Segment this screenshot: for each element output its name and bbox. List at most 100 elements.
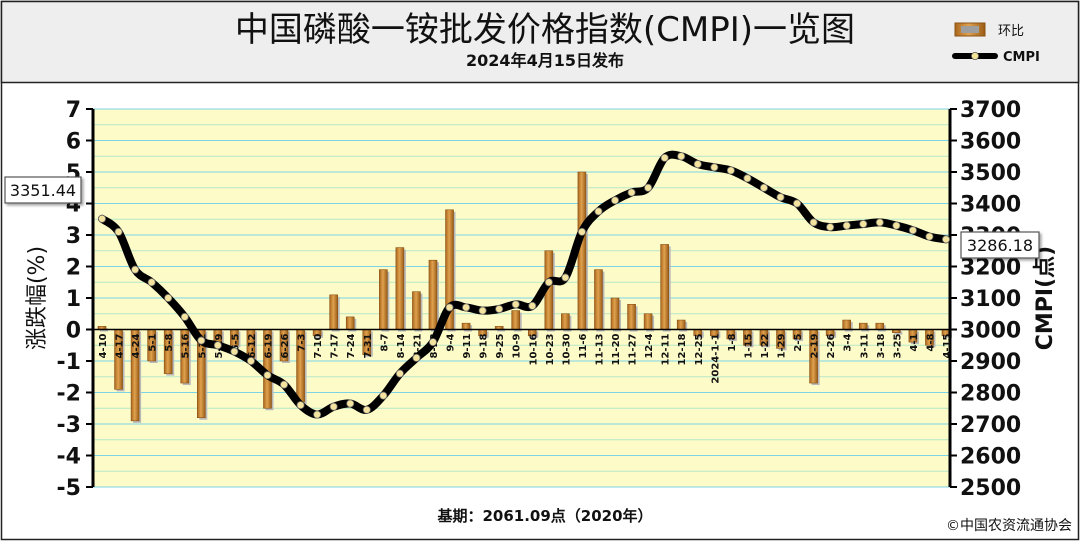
x-tick-label-7-17: 7-17 [330, 333, 341, 358]
cmpi-point-5-16 [180, 312, 189, 321]
cmpi-point-9-25 [495, 305, 504, 314]
x-tick-label-11-27: 11-27 [628, 333, 639, 365]
cmpi-point-5-22 [197, 336, 206, 345]
cmpi-point-2-5 [793, 199, 802, 208]
x-tick-label-5-1: 5-1 [148, 333, 159, 351]
x-tick-label-9-18: 9-18 [479, 333, 490, 358]
bar-3-4 [842, 319, 852, 330]
right-tick-label: 3700 [960, 98, 1021, 123]
cmpi-point-12-4 [644, 183, 653, 192]
cmpi-point-4-17 [114, 227, 123, 236]
bar-12-4 [643, 313, 653, 330]
cmpi-point-2024-1-1 [710, 163, 719, 172]
x-tick-label-7-3: 7-3 [297, 333, 308, 351]
x-tick-label-2-26: 2-26 [826, 333, 837, 358]
start-value-label: 3351.44 [10, 181, 76, 200]
title-band [0, 0, 1080, 84]
x-tick-label-2-19: 2-19 [810, 333, 821, 358]
x-tick-label-3-4: 3-4 [843, 333, 854, 351]
left-tick-label: -3 [57, 413, 81, 438]
start-value-box [4, 176, 82, 204]
x-tick-label-7-24: 7-24 [346, 333, 357, 358]
bar-9-11 [461, 322, 471, 330]
bar-8-14 [395, 247, 405, 330]
right-tick-label: 2700 [960, 413, 1021, 438]
x-tick-label-12-18: 12-18 [677, 333, 688, 365]
bar-8-21 [412, 291, 421, 330]
bar-11-27 [627, 303, 636, 330]
cmpi-point-8-7 [379, 391, 388, 400]
x-tick-label-11-13: 11-13 [594, 333, 605, 365]
x-tick-label-1-29: 1-29 [777, 333, 788, 358]
bar-shadow [894, 331, 903, 335]
cmpi-point-9-18 [478, 306, 487, 315]
copyright-note: ©中国农资流通协会 [946, 518, 1072, 534]
cmpi-point-6-19 [263, 371, 272, 380]
x-tick-label-6-12: 6-12 [247, 333, 258, 358]
bar-12-18 [676, 319, 686, 330]
x-tick-label-11-20: 11-20 [611, 333, 622, 365]
cmpi-point-12-11 [660, 153, 669, 162]
cmpi-point-8-21 [412, 353, 421, 362]
left-tick-label: 2 [66, 256, 81, 281]
cmpi-point-5-8 [164, 293, 173, 302]
base-period-note: 基期：2061.09点（2020年） [436, 507, 652, 525]
bar-8-7 [379, 269, 388, 330]
cmpi-point-7-17 [329, 402, 338, 411]
right-tick-label: 3100 [960, 287, 1021, 312]
bar-12-11 [660, 244, 669, 330]
x-tick-label-12-4: 12-4 [644, 333, 655, 358]
cmpi-point-10-16 [528, 301, 537, 310]
x-tick-label-8-14: 8-14 [396, 333, 407, 358]
cmpi-point-2-26 [826, 223, 835, 232]
x-tick-label-4-17: 4-17 [115, 333, 126, 358]
x-tick-label-1-8: 1-8 [727, 333, 738, 351]
cmpi-point-8-14 [395, 369, 404, 378]
x-tick-label-5-16: 5-16 [181, 333, 192, 358]
x-tick-label-1-22: 1-22 [760, 333, 771, 358]
cmpi-point-7-3 [296, 401, 305, 410]
x-tick-label-7-31: 7-31 [363, 333, 374, 358]
x-tick-label-2-5: 2-5 [793, 333, 804, 351]
bar-10-9 [511, 310, 521, 330]
cmpi-point-10-23 [544, 278, 553, 287]
cmpi-point-7-10 [313, 410, 322, 419]
end-value-label: 3286.18 [967, 236, 1033, 255]
cmpi-point-9-11 [462, 303, 471, 312]
cmpi-point-11-6 [577, 227, 586, 236]
cmpi-point-9-4 [445, 303, 454, 312]
left-axis-title: 涨跌幅(%) [25, 246, 50, 350]
x-tick-label-3-25: 3-25 [892, 333, 903, 358]
cmpi-point-11-20 [611, 196, 620, 205]
x-tick-label-4-1: 4-1 [909, 333, 920, 351]
right-tick-label: 2500 [960, 476, 1021, 501]
x-tick-label-8-21: 8-21 [412, 333, 423, 358]
bar-11-13 [594, 269, 603, 330]
cmpi-line-series [98, 150, 951, 419]
right-tick-label: 3000 [960, 319, 1021, 344]
bar-7-24 [345, 316, 355, 330]
x-tick-label-4-8: 4-8 [925, 333, 936, 351]
x-tick-label-10-16: 10-16 [528, 333, 539, 365]
cmpi-point-12-18 [677, 152, 686, 161]
left-tick-label: 0 [66, 319, 81, 344]
cmpi-point-11-27 [627, 188, 636, 197]
left-tick-label: -1 [57, 350, 81, 375]
cmpi-point-1-8 [726, 166, 735, 175]
x-tick-label-4-24: 4-24 [131, 333, 142, 358]
left-tick-label: 1 [66, 287, 81, 312]
legend-line-marker [971, 52, 980, 61]
cmpi-point-6-12 [246, 356, 255, 365]
cmpi-point-3-25 [892, 221, 901, 230]
bar-3-11 [858, 322, 868, 330]
chart-title: 中国磷酸一铵批发价格指数(CMPI)一览图 [235, 10, 855, 50]
x-tick-label-6-26: 6-26 [280, 333, 291, 358]
x-tick-label-9-4: 9-4 [446, 333, 457, 351]
cmpi-point-8-28 [428, 338, 437, 347]
cmpi-point-7-24 [346, 399, 355, 408]
x-tick-label-10-9: 10-9 [512, 333, 523, 358]
legend: 环比 CMPI [952, 22, 1040, 65]
end-value-callout: 3286.18 [960, 231, 1040, 259]
cmpi-line [98, 150, 950, 419]
x-tick-label-3-11: 3-11 [859, 333, 870, 358]
